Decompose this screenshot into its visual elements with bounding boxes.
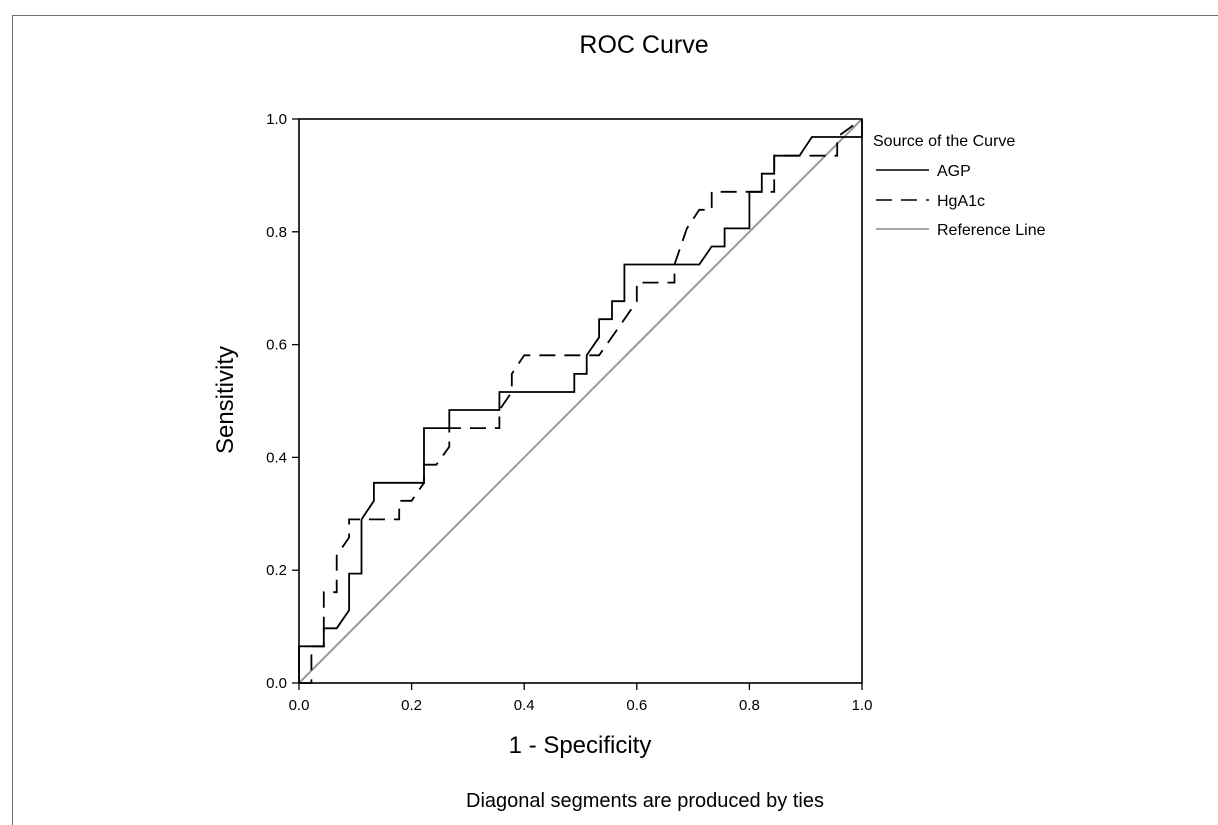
chart-frame — [12, 15, 1218, 825]
series-line-agp — [298, 119, 863, 683]
legend-label-reference: Reference Line — [937, 222, 1046, 239]
legend-label-hga1c: HgA1c — [937, 193, 985, 210]
x-tick-label: 1.0 — [852, 697, 873, 714]
y-tick-label: 1.0 — [266, 111, 287, 128]
y-axis-label: Sensitivity — [212, 346, 239, 454]
y-tick-label: 0.6 — [266, 337, 287, 354]
x-tick-label: 0.0 — [289, 697, 310, 714]
axis-ticks: 0.0 0.2 0.4 0.6 0.8 1.0 0.0 0.2 0.4 0.6 0.8 1.0 — [266, 111, 872, 714]
plot-area — [298, 118, 863, 684]
x-tick-label: 0.2 — [401, 697, 422, 714]
x-axis-label: 1 - Specificity — [509, 732, 652, 759]
series-line-hga1c — [299, 118, 863, 684]
y-tick-label: 0.2 — [266, 562, 287, 579]
y-tick-label: 0.0 — [266, 675, 287, 692]
plot-frame — [298, 118, 863, 684]
legend-title: Source of the Curve — [873, 133, 1015, 150]
x-tick-label: 0.4 — [514, 697, 535, 714]
series-line-reference-line — [298, 118, 863, 684]
y-tick-label: 0.4 — [266, 449, 287, 466]
legend: Source of the Curve AGP HgA1c Reference … — [873, 133, 1046, 239]
footnote: Diagonal segments are produced by ties — [466, 790, 824, 812]
y-tick-label: 0.8 — [266, 224, 287, 241]
x-tick-label: 0.8 — [739, 697, 760, 714]
chart-title: ROC Curve — [579, 31, 708, 59]
x-tick-label: 0.6 — [626, 697, 647, 714]
legend-label-agp: AGP — [937, 163, 971, 180]
